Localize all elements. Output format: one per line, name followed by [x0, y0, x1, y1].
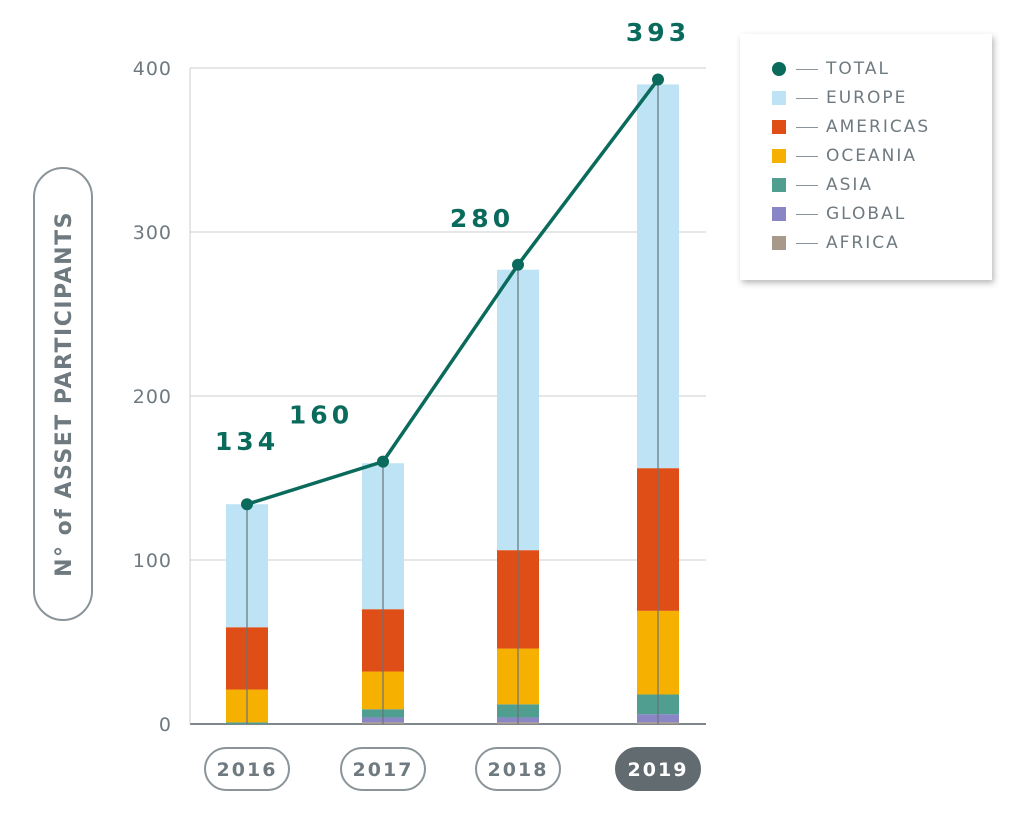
legend-dash [796, 242, 818, 244]
x-category-2019: 2019 [615, 747, 701, 791]
x-category-pill [615, 747, 701, 791]
total-point [512, 258, 524, 271]
total-line [246, 78, 660, 506]
legend-item-europe: EUROPE [772, 87, 907, 109]
legend-swatch [772, 91, 786, 105]
legend-dash [796, 126, 818, 128]
legend-item-asia: ASIA [772, 174, 873, 196]
y-tick-label: 400 [133, 58, 172, 80]
x-category-label: 2019 [628, 759, 689, 781]
legend-swatch [772, 236, 786, 250]
x-category-labels: 2016 2017 2018 2019 [204, 747, 701, 791]
legend-dash [796, 213, 818, 215]
total-value-label: 393 [626, 18, 690, 47]
y-tick-label: 100 [133, 550, 172, 572]
y-axis-label: N° of ASSET PARTICIPANTS [52, 211, 77, 577]
y-tick-label: 300 [133, 222, 172, 244]
x-category-pill [475, 747, 561, 791]
legend-label: OCEANIA [826, 146, 917, 166]
legend-dash [796, 155, 818, 157]
y-axis-label-group: N° of ASSET PARTICIPANTS [33, 167, 93, 621]
total-line-series: 134 160 280 393 [215, 18, 690, 724]
total-point [652, 73, 664, 86]
legend-label: GLOBAL [826, 204, 907, 224]
gridlines [189, 67, 706, 725]
legend-label: ASIA [826, 175, 874, 195]
y-axis-label-pill [33, 167, 93, 621]
legend-label: EUROPE [826, 88, 908, 108]
legend-swatch [772, 178, 786, 192]
x-category-2018: 2018 [475, 747, 561, 791]
legend-item-africa: AFRICA [772, 232, 900, 254]
x-category-label: 2016 [217, 759, 278, 781]
x-category-2017: 2017 [340, 747, 426, 791]
x-category-2016: 2016 [204, 747, 290, 791]
total-value-label: 134 [215, 427, 279, 456]
legend-dash [796, 97, 818, 99]
legend-label: AFRICA [826, 233, 900, 253]
legend: TOTAL EUROPE AMERICAS OCEANIA ASIA GLOBAL AFRI… [740, 34, 992, 280]
legend-dash [796, 68, 818, 70]
legend-item-americas: AMERICAS [772, 116, 930, 138]
x-category-pill [340, 747, 426, 791]
legend-item-global: GLOBAL [772, 203, 906, 225]
legend-item-oceania: OCEANIA [772, 145, 917, 167]
legend-label: AMERICAS [826, 117, 931, 137]
legend-dash [796, 184, 818, 186]
legend-item-total: TOTAL [772, 58, 890, 80]
legend-label: TOTAL [826, 59, 890, 79]
total-point [241, 498, 253, 511]
legend-swatch [772, 120, 786, 134]
total-value-label: 280 [450, 204, 514, 233]
y-tick-label: 200 [133, 386, 172, 408]
total-value-label: 160 [289, 401, 353, 430]
legend-dot-icon [772, 62, 786, 76]
x-category-pill [204, 747, 290, 791]
y-tick-labels: 0 100 200 300 400 [133, 58, 172, 736]
x-category-label: 2018 [488, 759, 549, 781]
x-category-label: 2017 [353, 759, 414, 781]
legend-swatch [772, 149, 786, 163]
legend-swatch [772, 207, 786, 221]
y-tick-label: 0 [159, 714, 172, 736]
total-point [377, 455, 389, 468]
